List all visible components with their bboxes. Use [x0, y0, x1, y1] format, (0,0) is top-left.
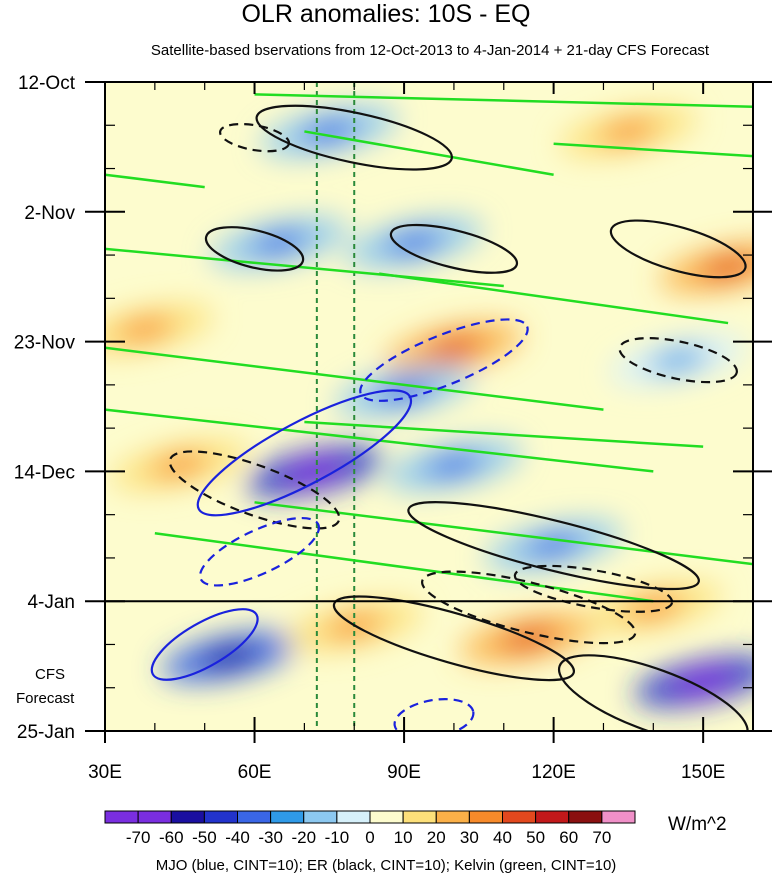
colorbar-label: -50	[192, 828, 217, 847]
mjo-contour	[198, 516, 321, 587]
colorbar-label: 20	[427, 828, 446, 847]
y-tick-label: 4-Jan	[27, 592, 75, 613]
colorbar-swatch	[270, 810, 305, 824]
anomaly-core	[424, 453, 484, 477]
colorbar-swatch	[435, 810, 470, 824]
y-tick-label: 14-Dec	[14, 462, 75, 483]
colorbar-swatch	[468, 810, 503, 824]
colorbar-swatch	[535, 810, 570, 824]
anomaly-core	[424, 336, 484, 360]
anomaly-core	[150, 453, 210, 477]
plot-frame	[104, 81, 754, 732]
y-tick-label: 2-Nov	[24, 203, 75, 224]
er-contour	[389, 223, 519, 274]
kelvin-contour	[105, 247, 504, 288]
colorbar-label: 10	[394, 828, 413, 847]
er-contour	[421, 570, 637, 645]
mjo-contour	[150, 608, 259, 681]
colorbar-label: -30	[258, 828, 283, 847]
chart-axes: 12-Oct 2-Nov 23-Nov 14-Dec 4-Jan 25-Jan 30E 60E…	[14, 73, 772, 783]
er-contour	[407, 501, 700, 591]
olr-anomaly-field	[105, 82, 753, 731]
x-tick-label: 150E	[681, 762, 725, 783]
er-contour	[219, 122, 291, 153]
y-tick-label: 12-Oct	[18, 73, 76, 94]
kelvin-contour	[304, 420, 704, 448]
er-contour	[332, 595, 576, 682]
colorbar-swatch	[170, 810, 205, 824]
colorbar-swatch	[336, 810, 371, 824]
y-tick-label: 23-Nov	[14, 333, 76, 354]
er-contour	[609, 219, 747, 279]
colorbar-label: -70	[126, 828, 151, 847]
colorbar-swatch	[601, 810, 636, 824]
anomaly-core	[598, 119, 658, 144]
mjo-contour	[393, 698, 475, 731]
colorbar-label: 40	[493, 828, 512, 847]
colorbar-label: 60	[559, 828, 578, 847]
kelvin-contour	[378, 272, 729, 325]
colorbar-label: -40	[225, 828, 250, 847]
colorbar-units: W/m^2	[668, 814, 727, 835]
anomaly-core	[384, 231, 444, 255]
er-contour	[255, 104, 453, 171]
colorbar-label: 50	[526, 828, 545, 847]
anomaly-core	[673, 669, 733, 694]
x-tick-label: 30E	[88, 762, 122, 783]
kelvin-contour	[105, 346, 604, 411]
er-contour	[513, 564, 674, 613]
colorbar-swatch	[203, 810, 238, 824]
y-tick-label: 25-Jan	[17, 722, 75, 743]
colorbar-label: 0	[365, 828, 374, 847]
forecast-label: Forecast	[16, 690, 75, 707]
colorbar-swatch	[237, 810, 272, 824]
contour-legend: MJO (blue, CINT=10); ER (black, CINT=10)…	[155, 857, 617, 874]
colorbar-swatch	[402, 810, 437, 824]
chart-subtitle: Satellite-based bservations from 12-Oct-…	[150, 42, 710, 59]
colorbar-label: -10	[325, 828, 350, 847]
colorbar-swatch	[568, 810, 603, 824]
colorbar-swatch	[502, 810, 537, 824]
er-contour	[557, 654, 749, 731]
colorbar-swatch	[303, 810, 338, 824]
chart-title: OLR anomalies: 10S - EQ	[241, 0, 531, 28]
colorbar: -70 -60 -50 -40 -30 -20 -10 0 10 20 30 40 50 60 70	[104, 810, 636, 847]
kelvin-contour	[553, 142, 753, 158]
colorbar-swatch	[104, 810, 139, 824]
kelvin-contour	[154, 531, 654, 603]
anomaly-core	[524, 533, 584, 558]
anomaly-core	[284, 459, 344, 484]
colorbar-swatch	[137, 810, 172, 824]
colorbar-label: -60	[159, 828, 184, 847]
anomaly-core	[115, 317, 175, 341]
colorbar-label: -20	[291, 828, 316, 847]
kelvin-contour	[254, 93, 753, 108]
x-tick-label: 120E	[531, 762, 575, 783]
anomaly-core	[250, 231, 309, 255]
colorbar-label: 30	[460, 828, 479, 847]
kelvin-contour	[105, 173, 205, 189]
x-tick-label: 90E	[387, 762, 421, 783]
cfs-label: CFS	[35, 666, 65, 683]
wave-contours	[105, 82, 753, 731]
colorbar-label: 70	[592, 828, 611, 847]
x-tick-label: 60E	[238, 762, 272, 783]
er-contour	[204, 226, 305, 272]
anomaly-core	[648, 348, 708, 372]
er-contour	[618, 337, 738, 384]
colorbar-swatch	[369, 810, 404, 824]
kelvin-contour	[304, 130, 554, 176]
